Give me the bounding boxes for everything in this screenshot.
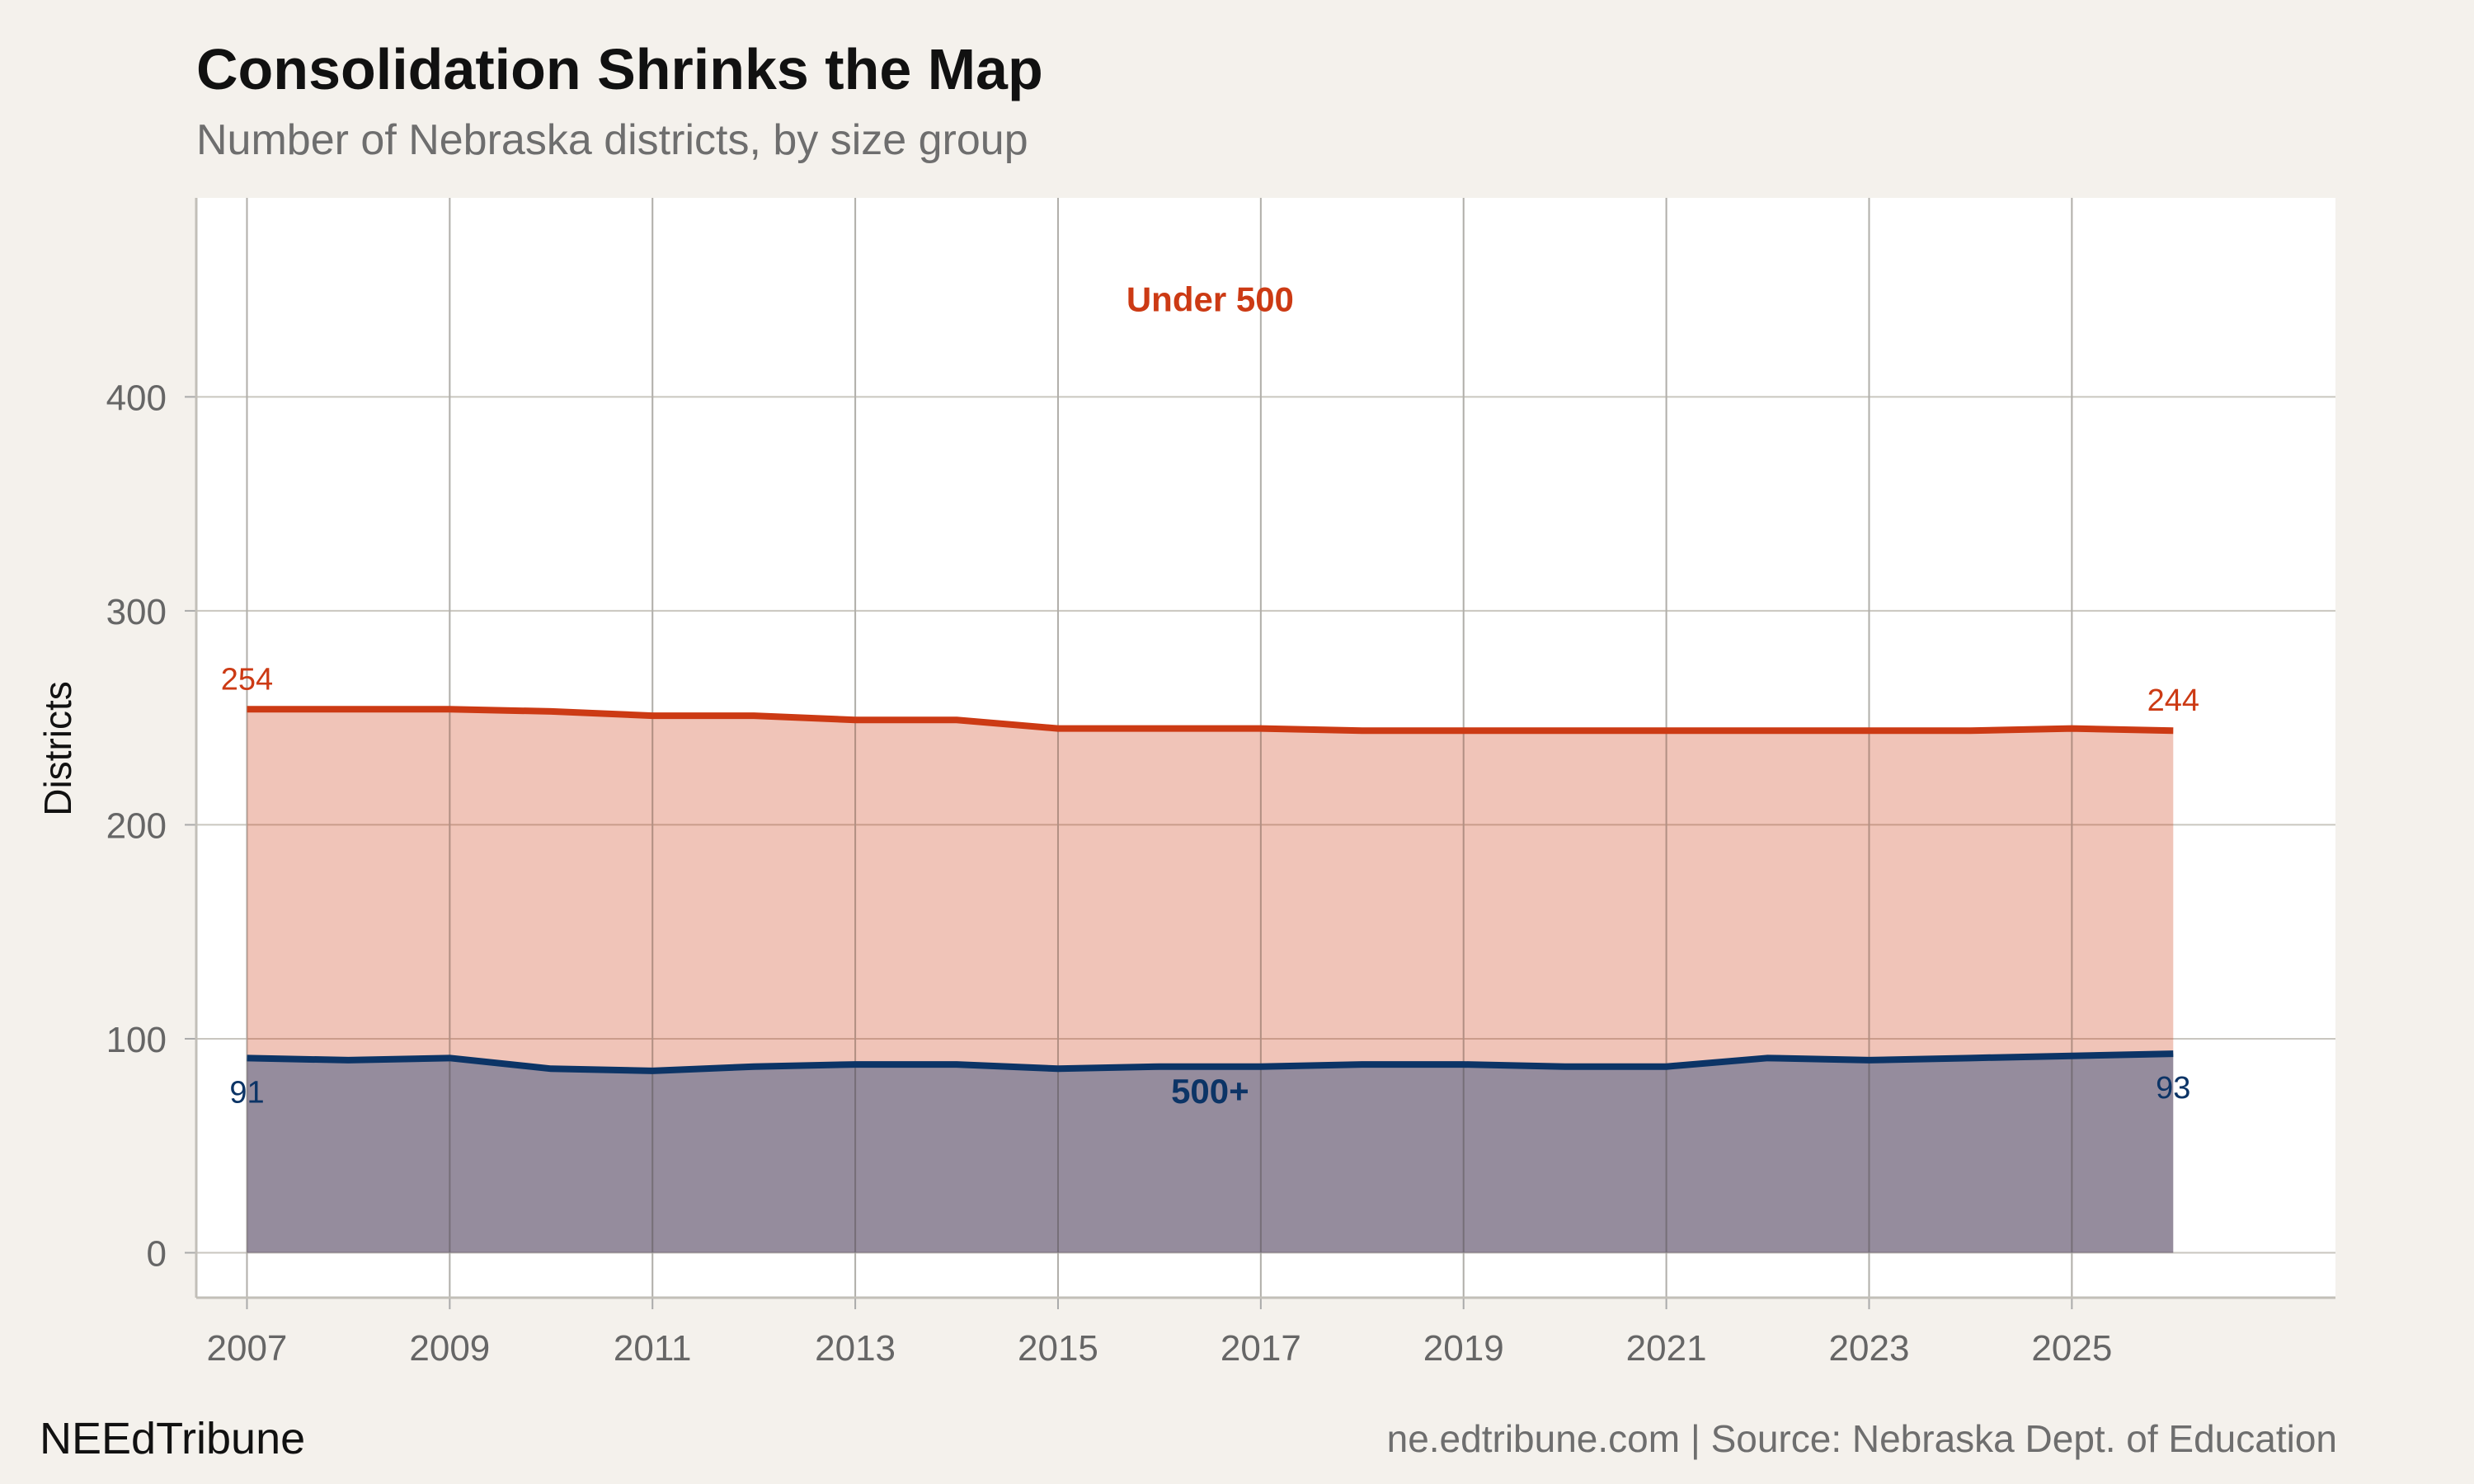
- area-500-plus: [247, 1054, 2174, 1253]
- data-label-under-500-end: 244: [2147, 683, 2199, 718]
- area-layer: [247, 709, 2174, 1253]
- vertical-gridlines-overlay: [246, 198, 2073, 1298]
- series-label-under-500: Under 500: [1126, 280, 1294, 319]
- y-tick-label: 300: [106, 592, 167, 632]
- data-labels: 254 244 91 93 Under 500 500+: [221, 280, 2199, 1111]
- line-under-500: [247, 706, 2174, 735]
- y-tick-label: 0: [147, 1233, 167, 1274]
- y-tick-label: 200: [106, 805, 167, 846]
- axes: 0 100 200 300 400 2007 2009 2011 2013 2015 2017 201…: [106, 198, 2335, 1369]
- x-tick-label: 2021: [1626, 1328, 1707, 1369]
- x-tick-label: 2015: [1018, 1328, 1098, 1369]
- y-tick-label: 400: [106, 378, 167, 418]
- x-tick-label: 2017: [1221, 1328, 1301, 1369]
- data-label-under-500-start: 254: [221, 662, 273, 697]
- y-tick-label: 100: [106, 1020, 167, 1060]
- x-tick-label: 2013: [815, 1328, 896, 1369]
- x-tick-label: 2025: [2031, 1328, 2112, 1369]
- x-tick-label: 2023: [1829, 1328, 1910, 1369]
- chart-title: Consolidation Shrinks the Map: [196, 37, 1043, 101]
- x-tick-label: 2019: [1423, 1328, 1504, 1369]
- x-tick-label: 2009: [409, 1328, 490, 1369]
- series-label-500-plus: 500+: [1171, 1072, 1249, 1111]
- y-axis-label: Districts: [36, 681, 79, 816]
- data-label-500-plus-end: 93: [2156, 1071, 2190, 1106]
- x-tick-label: 2011: [614, 1328, 692, 1369]
- x-tick-label: 2007: [207, 1328, 288, 1369]
- line-layer: [247, 706, 2174, 1074]
- brand-logo: NEEdTribune: [40, 1414, 306, 1463]
- data-label-500-plus-start: 91: [229, 1075, 264, 1110]
- line-500-plus: [247, 1050, 2174, 1074]
- source-note: ne.edtribune.com | Source: Nebraska Dept…: [1386, 1417, 2337, 1460]
- area-under-500: [247, 709, 2174, 1071]
- chart-subtitle: Number of Nebraska districts, by size gr…: [196, 116, 1028, 164]
